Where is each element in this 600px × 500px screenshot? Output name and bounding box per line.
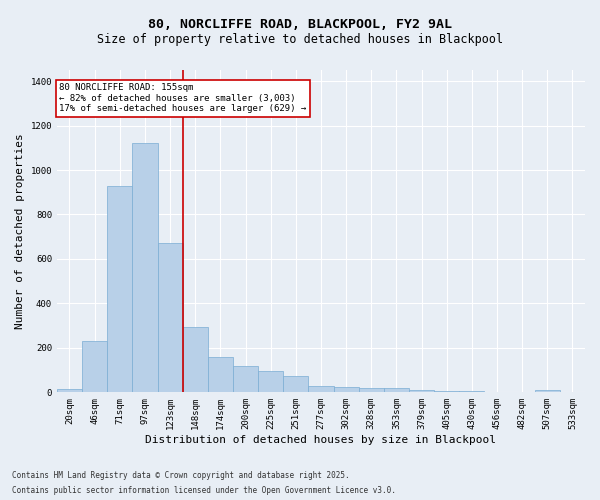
Text: 80, NORCLIFFE ROAD, BLACKPOOL, FY2 9AL: 80, NORCLIFFE ROAD, BLACKPOOL, FY2 9AL (148, 18, 452, 30)
Bar (208, 357, 233, 392)
Y-axis label: Number of detached properties: Number of detached properties (15, 134, 25, 329)
Bar (57, 389, 82, 392)
Bar (107, 186, 133, 392)
Bar (158, 244, 182, 392)
Bar (133, 144, 158, 392)
Bar (384, 388, 409, 392)
Bar (233, 366, 258, 392)
Bar (334, 388, 359, 392)
Bar (82, 341, 107, 392)
Bar (308, 386, 334, 392)
Text: Contains public sector information licensed under the Open Government Licence v3: Contains public sector information licen… (12, 486, 396, 495)
Bar (409, 390, 434, 392)
Bar (359, 388, 384, 392)
Bar (258, 371, 283, 392)
Bar (283, 376, 308, 392)
Text: 80 NORCLIFFE ROAD: 155sqm
← 82% of detached houses are smaller (3,003)
17% of se: 80 NORCLIFFE ROAD: 155sqm ← 82% of detac… (59, 84, 307, 113)
Bar (434, 391, 459, 392)
Text: Size of property relative to detached houses in Blackpool: Size of property relative to detached ho… (97, 32, 503, 46)
Bar (182, 327, 208, 392)
X-axis label: Distribution of detached houses by size in Blackpool: Distribution of detached houses by size … (145, 435, 496, 445)
Text: Contains HM Land Registry data © Crown copyright and database right 2025.: Contains HM Land Registry data © Crown c… (12, 471, 350, 480)
Bar (535, 390, 560, 392)
